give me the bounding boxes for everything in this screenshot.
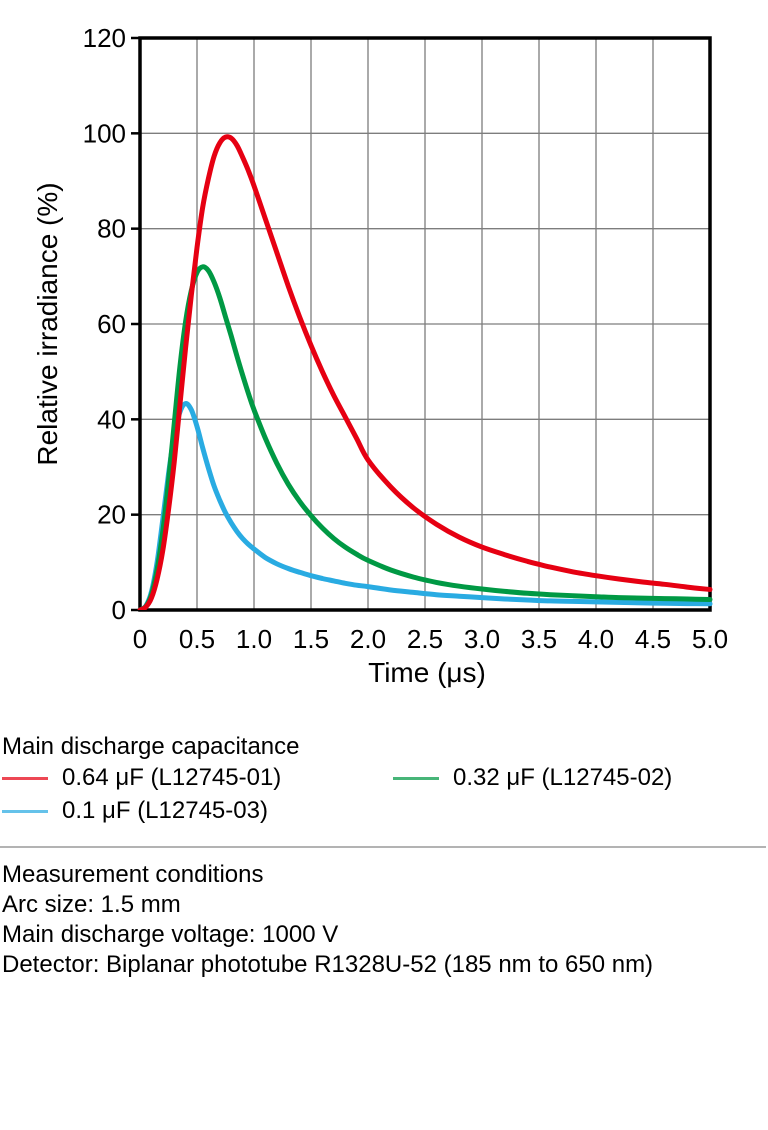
x-tick-label: 3.5 — [521, 624, 557, 654]
legend-swatch-red — [2, 776, 48, 780]
x-axis-title: Time (μs) — [368, 657, 486, 688]
legend-title: Main discharge capacitance — [2, 733, 300, 760]
x-tick-label: 5.0 — [692, 624, 728, 654]
section-divider — [0, 846, 766, 848]
condition-detector: Detector: Biplanar phototube R1328U-52 (… — [2, 951, 654, 978]
y-tick-label: 0 — [112, 595, 126, 625]
legend-item-label: 0.32 μF (L12745-02) — [453, 764, 673, 791]
y-axis-title: Relative irradiance (%) — [32, 182, 63, 465]
conditions-title: Measurement conditions — [2, 861, 264, 888]
y-tick-label: 60 — [97, 309, 126, 339]
legend-item-0.64uF: 0.64 μF (L12745-01) — [2, 763, 281, 793]
axis-layer: 0 20 40 60 80 100 120 0 0.5 1.0 1.5 2.0 2.5 3.0 3.5 4.0… — [83, 23, 728, 654]
flash-waveform-chart: 0 20 40 60 80 100 120 0 0.5 1.0 1.5 2.0 2.5 3.0 3.5 4.0… — [32, 23, 728, 688]
measurement-conditions: Measurement conditions Arc size: 1.5 mm … — [2, 860, 653, 980]
legend-item-label: 0.64 μF (L12745-01) — [62, 764, 282, 791]
x-tick-label: 2.5 — [407, 624, 443, 654]
y-tick-label: 120 — [83, 23, 126, 53]
x-tick-label: 1.5 — [293, 624, 329, 654]
condition-arc-size: Arc size: 1.5 mm — [2, 891, 181, 918]
y-tick-label: 80 — [97, 214, 126, 244]
legend-item-0.1uF: 0.1 μF (L12745-03) — [2, 796, 268, 826]
x-tick-label: 4.5 — [635, 624, 671, 654]
curve-layer — [137, 134, 713, 610]
series-line-2 — [137, 401, 713, 610]
y-tick-label: 100 — [83, 118, 126, 148]
x-tick-label: 2.0 — [350, 624, 386, 654]
y-tick-label: 40 — [97, 404, 126, 434]
legend-item-label: 0.1 μF (L12745-03) — [62, 797, 268, 824]
series-line-1 — [137, 264, 713, 610]
legend-swatch-blue — [2, 809, 48, 813]
x-tick-label: 1.0 — [236, 624, 272, 654]
grid-layer — [140, 38, 710, 610]
x-tick-label: 3.0 — [464, 624, 500, 654]
x-tick-label: 0 — [133, 624, 147, 654]
x-tick-label: 4.0 — [578, 624, 614, 654]
legend-item-0.32uF: 0.32 μF (L12745-02) — [393, 763, 672, 793]
condition-voltage: Main discharge voltage: 1000 V — [2, 921, 339, 948]
legend-swatch-green — [393, 776, 439, 780]
x-tick-label: 0.5 — [179, 624, 215, 654]
y-tick-label: 20 — [97, 500, 126, 530]
plot-border — [138, 36, 712, 612]
series-line-0 — [137, 134, 713, 610]
